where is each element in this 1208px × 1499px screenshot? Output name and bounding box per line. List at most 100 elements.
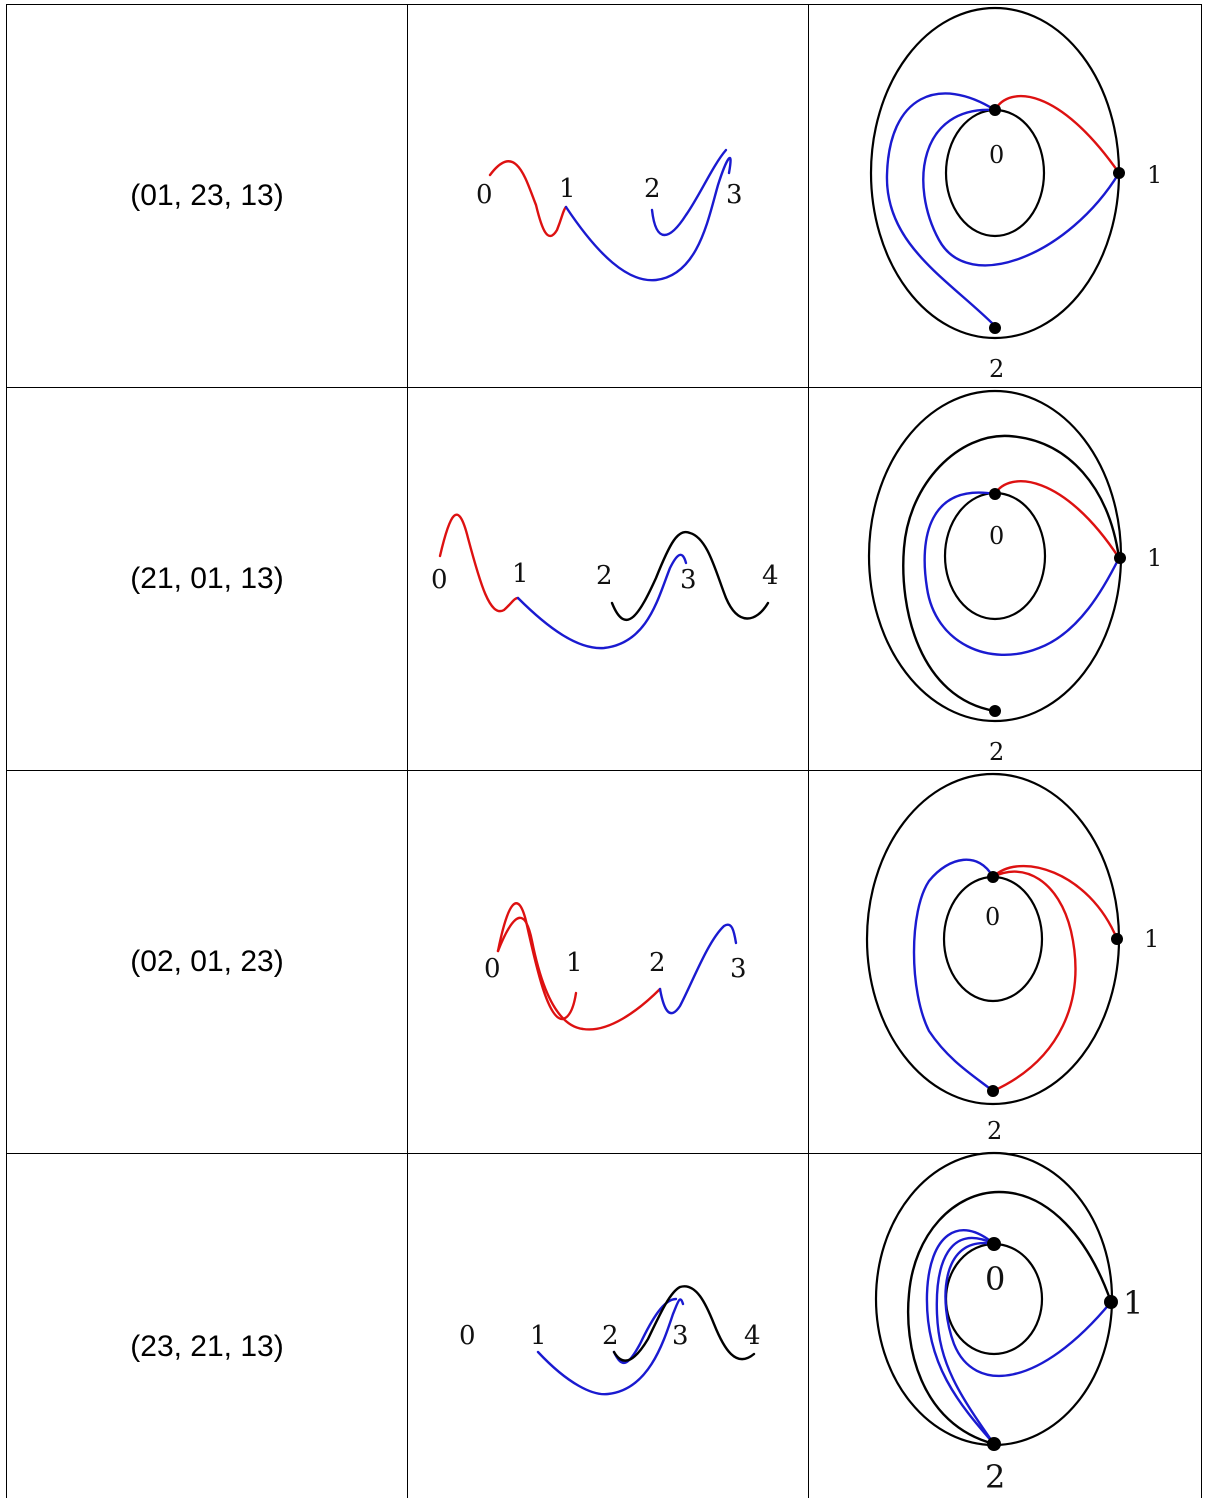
vertex-label: 0 — [985, 903, 1000, 931]
blue-arc — [885, 92, 997, 328]
point-label: 2 — [602, 1321, 619, 1351]
outer-boundary — [869, 6, 1121, 340]
vertex-label: 2 — [987, 1117, 1002, 1145]
point-label: 1 — [530, 1321, 547, 1351]
label-cell: (02, 01, 23) — [6, 770, 407, 1153]
point-label: 0 — [476, 180, 493, 210]
vertex-dot — [1113, 167, 1125, 179]
table-row: (02, 01, 23) 0 1 2 3 — [6, 770, 1202, 1153]
black-arc — [902, 434, 1121, 713]
red-strand — [496, 902, 578, 1021]
table-row: (23, 21, 13) 0 1 2 3 4 — [6, 1151, 1202, 1498]
outer-boundary — [865, 772, 1121, 1106]
red-strand — [438, 513, 520, 613]
vertex-label: 1 — [1147, 161, 1162, 189]
blue-strand-short — [650, 148, 728, 236]
point-label: 4 — [762, 561, 779, 591]
vertex-label: 0 — [985, 1260, 1005, 1298]
label-cell: (21, 01, 13) — [6, 387, 407, 770]
vertex-dot — [989, 322, 1001, 334]
vertex-dot — [987, 1437, 1001, 1451]
disk-diagram: 0 1 2 — [865, 772, 1159, 1145]
strand-diagram: 0 1 2 3 — [484, 902, 747, 1031]
disk-diagram: 0 1 2 — [874, 1151, 1143, 1496]
outer-boundary — [867, 389, 1123, 723]
blue-strand — [516, 553, 688, 650]
vertex-dot — [987, 1085, 999, 1097]
vertex-dot — [1104, 1295, 1118, 1309]
vertex-dot — [987, 871, 999, 883]
vertex-dot — [989, 104, 1001, 116]
point-label: 0 — [431, 565, 448, 595]
blue-arc — [935, 1236, 996, 1446]
blue-arc — [912, 858, 995, 1093]
vertex-label: 2 — [985, 1458, 1005, 1496]
triple-label: (21, 01, 13) — [130, 562, 284, 595]
red-strand — [488, 160, 568, 238]
blue-strand — [564, 156, 732, 282]
label-cell: (01, 23, 13) — [6, 4, 407, 387]
inner-boundary — [944, 108, 1046, 238]
red-arc — [993, 480, 1121, 560]
vertex-label: 2 — [989, 738, 1004, 766]
strand-diagram: 0 1 2 3 4 — [459, 1285, 761, 1396]
strand-cell: 0 1 2 3 — [407, 770, 808, 1153]
strand-diagram: 0 1 2 3 4 — [431, 513, 779, 650]
point-label: 2 — [649, 948, 666, 978]
outer-boundary — [874, 1151, 1114, 1447]
point-label: 3 — [680, 565, 697, 595]
point-label: 0 — [459, 1321, 476, 1351]
disk-cell: 0 1 2 — [808, 770, 1202, 1153]
triple-label: (01, 23, 13) — [130, 179, 284, 212]
triple-label: (02, 01, 23) — [130, 945, 284, 978]
vertex-label: 1 — [1123, 1284, 1143, 1322]
blue-arc — [923, 491, 1121, 657]
strand-cell: 0 1 2 3 4 — [407, 1153, 808, 1498]
vertex-dot — [1111, 933, 1123, 945]
red-strand — [496, 916, 662, 1031]
point-label: 2 — [644, 174, 661, 204]
table-row: (01, 23, 13) 0 1 2 3 — [6, 4, 1202, 387]
blue-strand — [536, 1298, 685, 1396]
vertex-label: 2 — [989, 355, 1004, 383]
point-label: 0 — [484, 954, 501, 984]
disk-cell: 0 1 2 — [808, 1151, 1202, 1498]
disk-diagram: 0 1 2 — [867, 389, 1162, 766]
vertex-dot — [987, 1237, 1001, 1251]
disk-cell: 0 1 2 — [808, 4, 1202, 387]
label-cell: (23, 21, 13) — [6, 1153, 407, 1498]
red-arc — [991, 864, 1119, 941]
point-label: 3 — [672, 1321, 689, 1351]
inner-boundary — [943, 491, 1047, 621]
vertex-dot — [989, 488, 1001, 500]
table-row: (21, 01, 13) 0 1 2 3 4 — [6, 387, 1202, 770]
vertex-dot — [989, 705, 1001, 717]
point-label: 4 — [744, 1321, 761, 1351]
blue-strand — [658, 923, 738, 1015]
point-label: 2 — [596, 561, 613, 591]
inner-boundary — [942, 875, 1044, 1003]
blue-arc — [925, 1229, 996, 1446]
strand-cell: 0 1 2 3 — [407, 4, 808, 387]
point-label: 3 — [730, 954, 747, 984]
triple-label: (23, 21, 13) — [130, 1330, 284, 1363]
point-label: 1 — [512, 559, 529, 589]
strand-cell: 0 1 2 3 4 — [407, 387, 808, 770]
vertex-label: 1 — [1144, 925, 1159, 953]
disk-diagram: 0 1 2 — [869, 6, 1162, 383]
vertex-label: 1 — [1147, 544, 1162, 572]
point-label: 1 — [559, 174, 576, 204]
disk-cell: 0 1 2 — [808, 387, 1202, 770]
black-arc — [906, 1190, 1113, 1446]
strand-diagram: 0 1 2 3 — [476, 148, 743, 282]
red-arc — [991, 870, 1077, 1093]
point-label: 1 — [566, 948, 583, 978]
vertex-dot — [1114, 552, 1126, 564]
point-label: 3 — [726, 180, 743, 210]
black-strand — [612, 1285, 756, 1362]
blue-arc — [922, 108, 1121, 267]
red-arc — [993, 94, 1121, 175]
vertex-label: 0 — [989, 141, 1004, 169]
black-strand — [610, 530, 770, 621]
diagram-table: (01, 23, 13) 0 1 2 3 — [6, 4, 1202, 1498]
